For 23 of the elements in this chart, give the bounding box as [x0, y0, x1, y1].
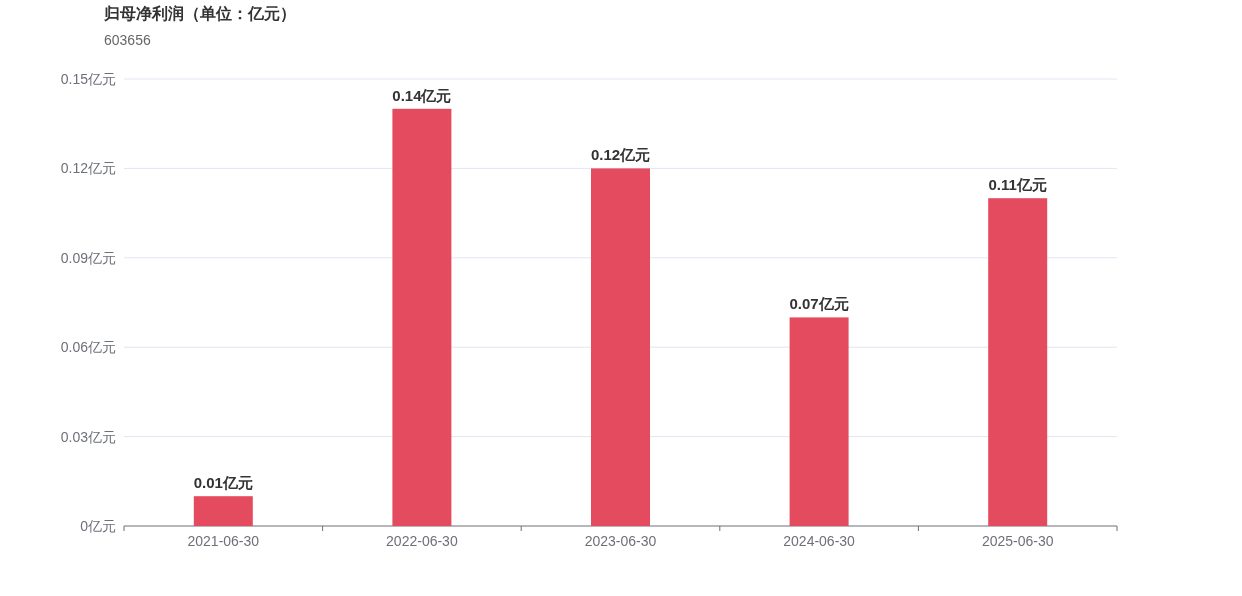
- bar: [988, 198, 1048, 526]
- x-tick-label: 2022-06-30: [386, 533, 458, 549]
- bar: [193, 496, 253, 526]
- data-label: 0.01亿元: [193, 474, 253, 492]
- bar: [591, 168, 650, 526]
- bar: [392, 108, 452, 526]
- x-tick-label: 2024-06-30: [783, 533, 856, 549]
- y-tick-label: 0.06亿元: [60, 339, 116, 356]
- x-tick-label: 2023-06-30: [584, 533, 657, 549]
- bar: [789, 317, 849, 526]
- y-tick-label: 0.03亿元: [60, 428, 116, 445]
- data-label: 0.14亿元: [392, 86, 452, 104]
- y-tick-label: 0.12亿元: [60, 160, 116, 177]
- y-tick-label: 0亿元: [80, 518, 116, 534]
- chart-title: 归母净利润（单位：亿元）: [103, 5, 296, 23]
- x-tick-label: 2025-06-30: [981, 533, 1054, 549]
- y-tick-label: 0.09亿元: [60, 249, 116, 266]
- y-tick-label: 0.15亿元: [60, 71, 116, 87]
- data-label: 0.12亿元: [590, 146, 651, 164]
- data-label: 0.07亿元: [789, 295, 849, 313]
- chart-subtitle: 603656: [104, 32, 151, 48]
- x-tick-label: 2021-06-30: [187, 533, 260, 549]
- data-label: 0.11亿元: [988, 176, 1047, 194]
